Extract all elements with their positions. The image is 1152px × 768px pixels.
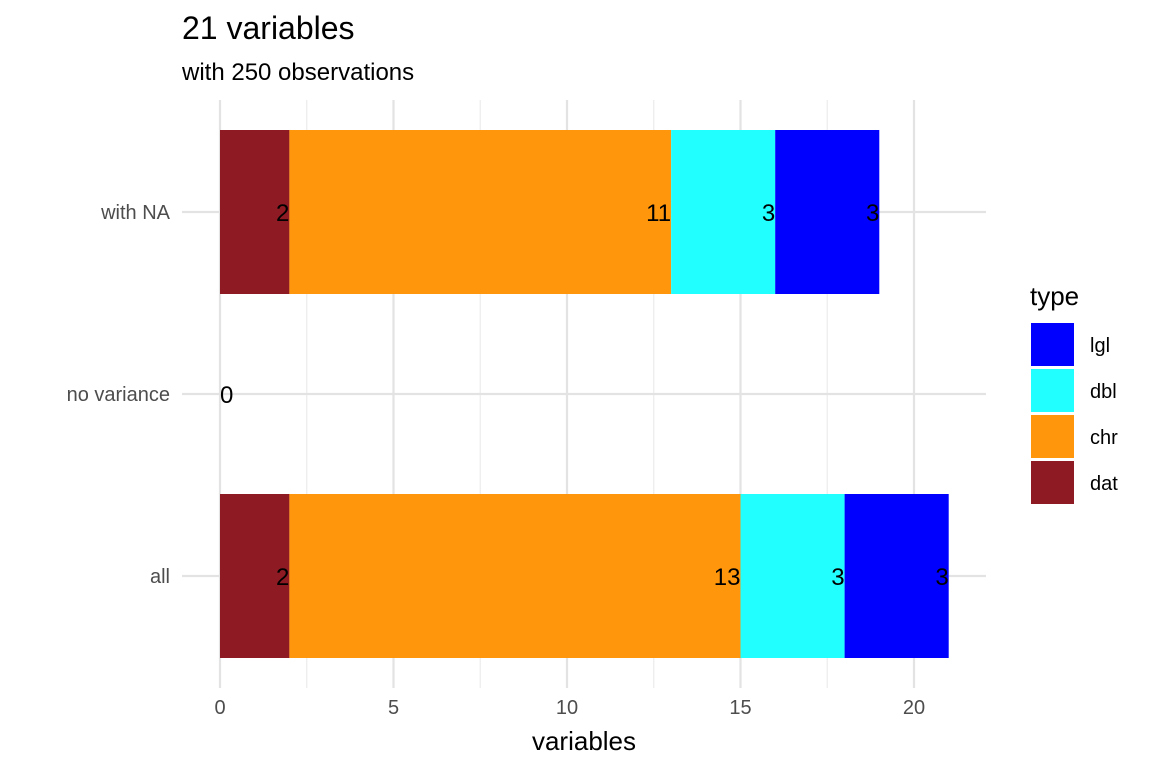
- legend: type lgl dbl chr dat: [1030, 281, 1118, 504]
- x-axis-title: variables: [532, 726, 636, 756]
- bars: [220, 130, 949, 658]
- bar-dat: [220, 494, 290, 658]
- legend-label: chr: [1090, 427, 1118, 449]
- data-label: 11: [646, 200, 671, 227]
- legend-key-dat: [1031, 461, 1074, 504]
- x-tick-label: 15: [729, 697, 751, 719]
- y-tick-label: with NA: [100, 202, 171, 224]
- data-label: 3: [831, 564, 844, 591]
- x-tick-label: 10: [556, 697, 578, 719]
- data-labels: 2 11 3 3 0 2 13 3 3: [220, 200, 949, 591]
- data-label: 3: [762, 200, 775, 227]
- legend-label: dat: [1090, 473, 1118, 495]
- y-tick-label: no variance: [67, 384, 170, 406]
- chart-subtitle: with 250 observations: [182, 59, 415, 86]
- x-tick-label: 0: [214, 697, 225, 719]
- data-label: 2: [276, 200, 289, 227]
- bar-chr: [289, 494, 741, 658]
- data-label: 0: [220, 382, 233, 409]
- bar-lgl: [844, 494, 949, 658]
- chart-title: 21 variables: [182, 10, 355, 46]
- y-tick-label: all: [150, 566, 170, 588]
- data-label: 3: [935, 564, 948, 591]
- x-tick-label: 20: [903, 697, 925, 719]
- legend-label: dbl: [1090, 381, 1117, 403]
- bar-dbl: [740, 494, 845, 658]
- data-label: 2: [276, 564, 289, 591]
- data-label: 3: [866, 200, 879, 227]
- legend-title: type: [1030, 281, 1079, 311]
- bar-dbl: [671, 130, 776, 294]
- bar-lgl: [775, 130, 880, 294]
- bar-chr: [289, 130, 672, 294]
- bar-dat: [220, 130, 290, 294]
- legend-key-chr: [1031, 415, 1074, 458]
- legend-key-lgl: [1031, 323, 1074, 366]
- legend-label: lgl: [1090, 335, 1110, 357]
- data-label: 13: [714, 564, 741, 591]
- x-tick-label: 5: [388, 697, 399, 719]
- legend-key-dbl: [1031, 369, 1074, 412]
